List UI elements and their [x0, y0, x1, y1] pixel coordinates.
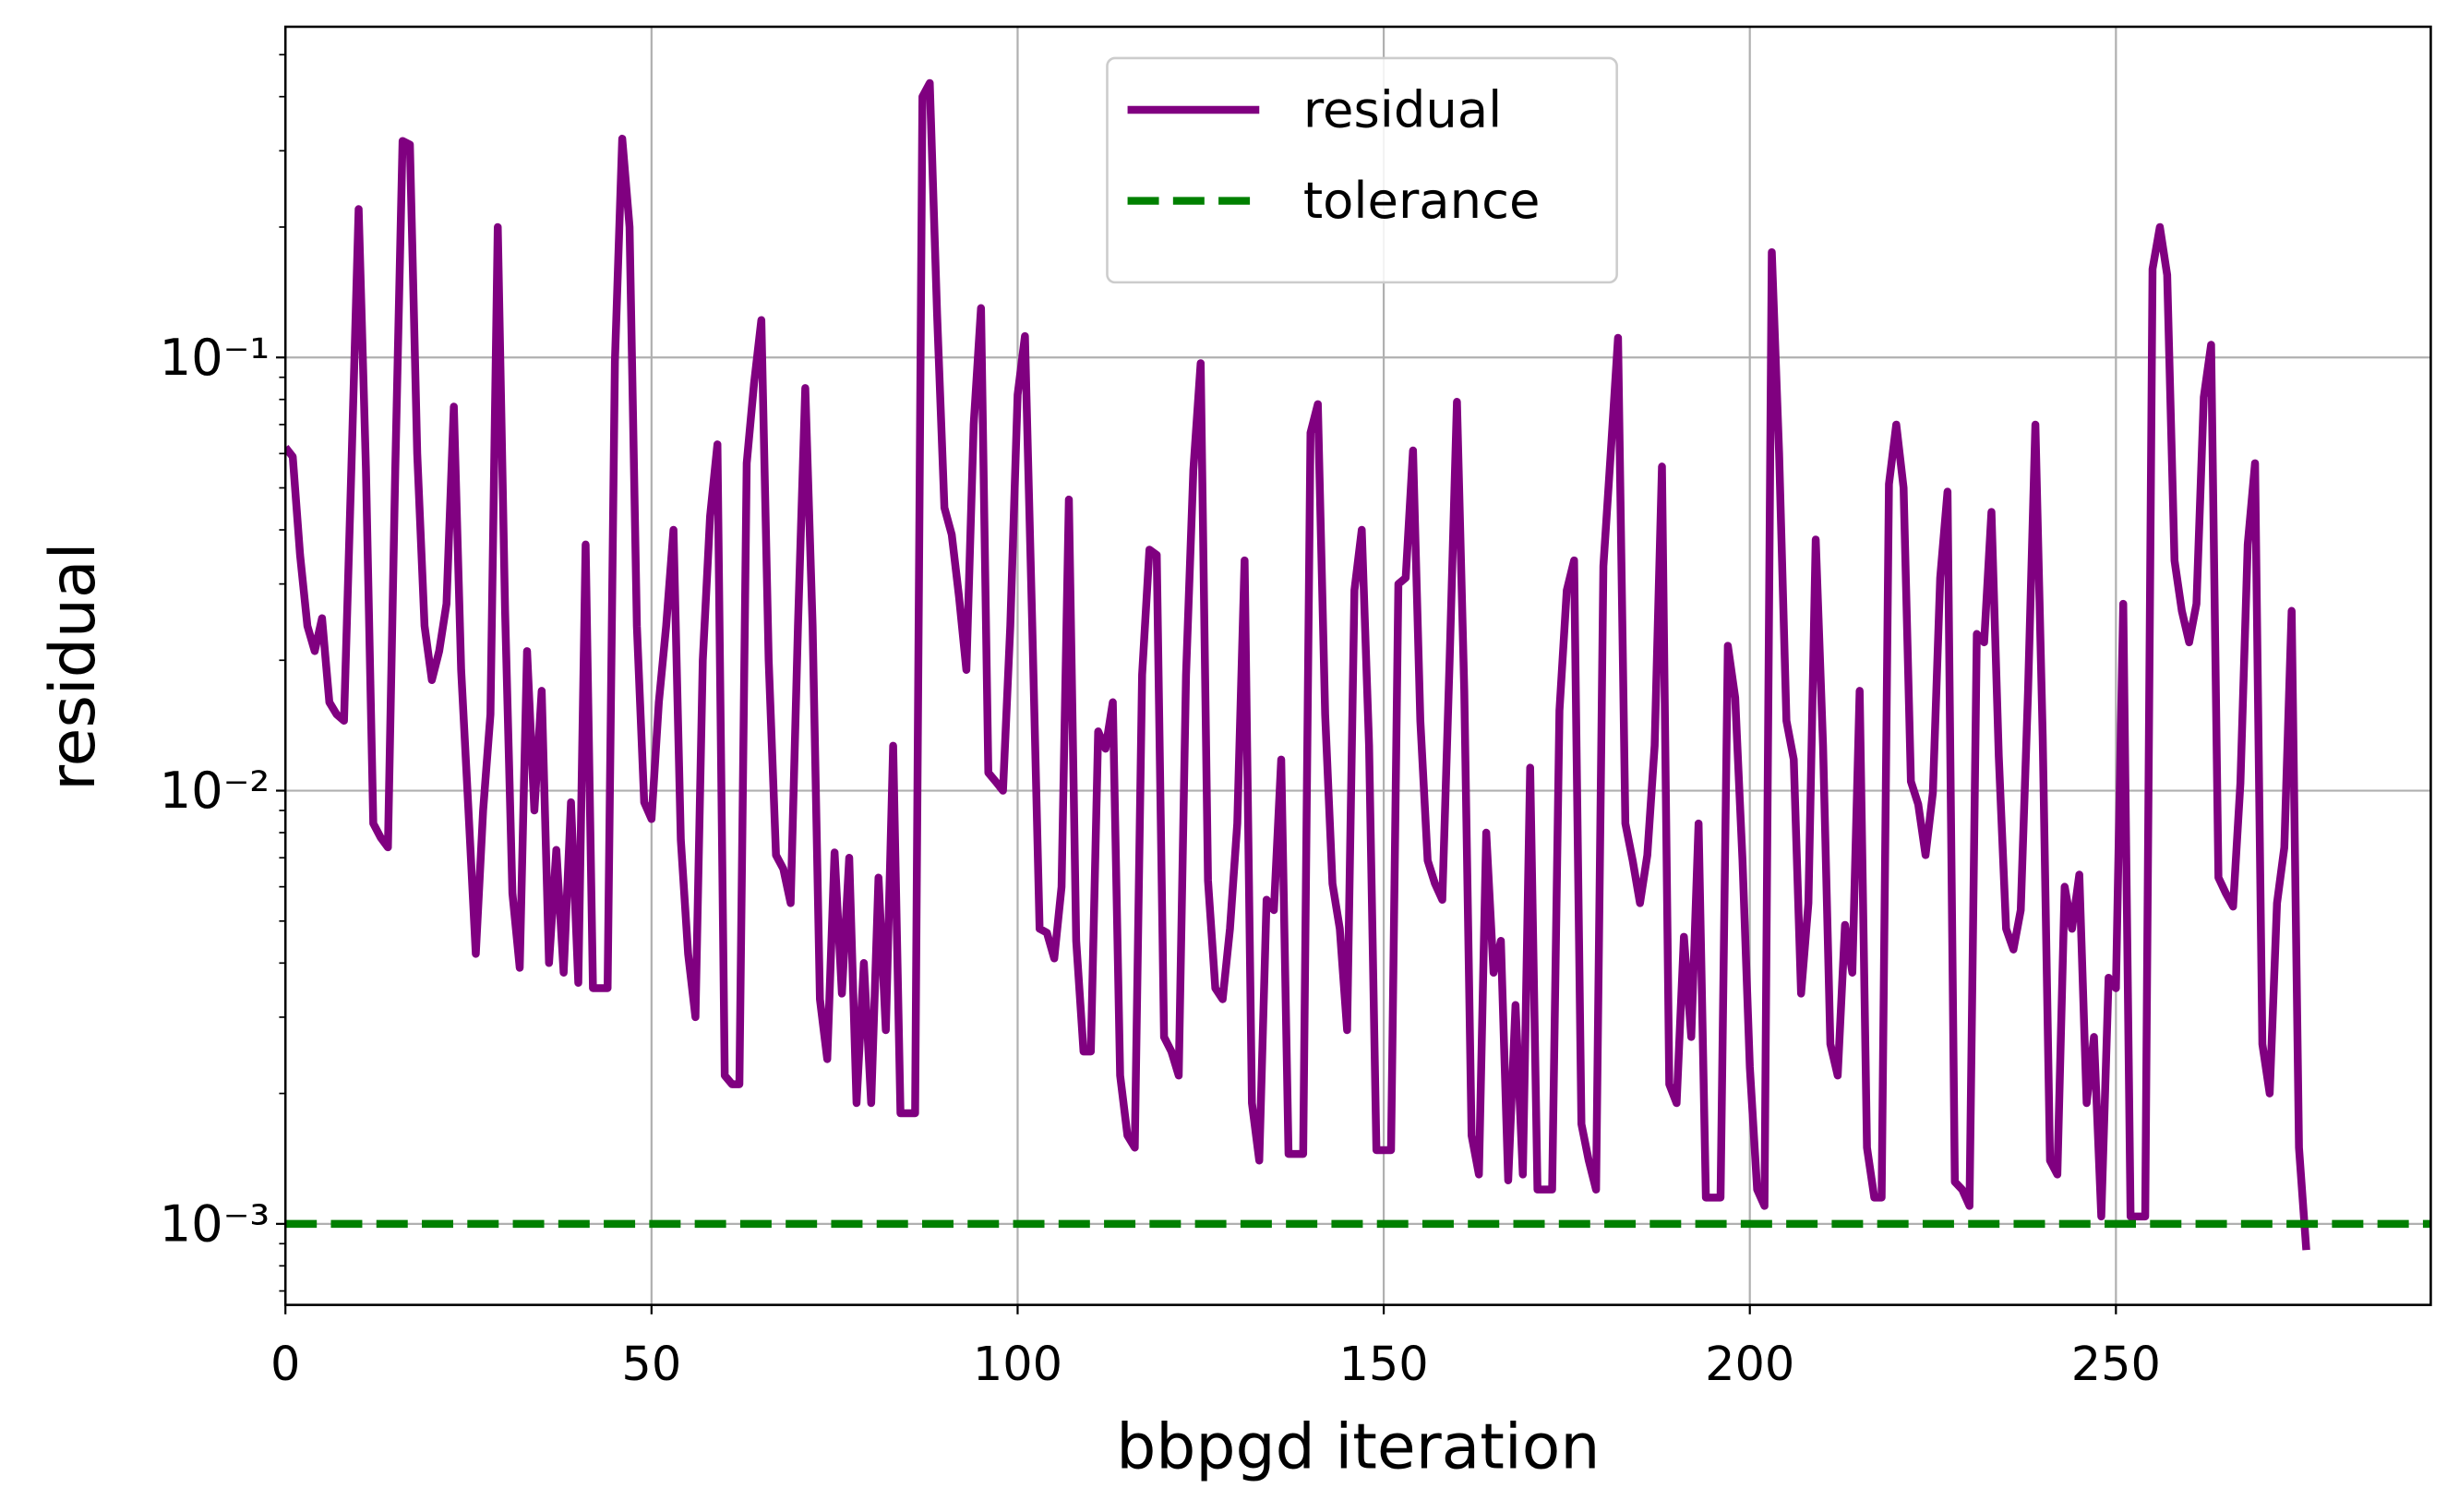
x-tick-label: 250	[2071, 1338, 2161, 1392]
data-line	[285, 78, 2310, 1251]
y-tick-label: 10⁻³	[160, 1195, 270, 1254]
x-tick-label: 150	[1338, 1338, 1428, 1392]
y-axis-label: residual	[37, 543, 110, 791]
legend-label: tolerance	[1303, 172, 1541, 230]
x-tick-label: 100	[973, 1338, 1062, 1392]
legend-label: residual	[1303, 81, 1502, 139]
legend-box	[1106, 56, 1618, 284]
y-tick-label: 10⁻²	[160, 762, 270, 820]
x-tick-label: 200	[1705, 1338, 1794, 1392]
x-tick-label: 50	[621, 1338, 681, 1392]
x-axis-label: bbpgd iteration	[1116, 1410, 1600, 1483]
plot-frame	[283, 25, 2432, 1306]
x-tick-label: 0	[270, 1338, 300, 1392]
y-tick-label: 10⁻¹	[160, 329, 270, 387]
